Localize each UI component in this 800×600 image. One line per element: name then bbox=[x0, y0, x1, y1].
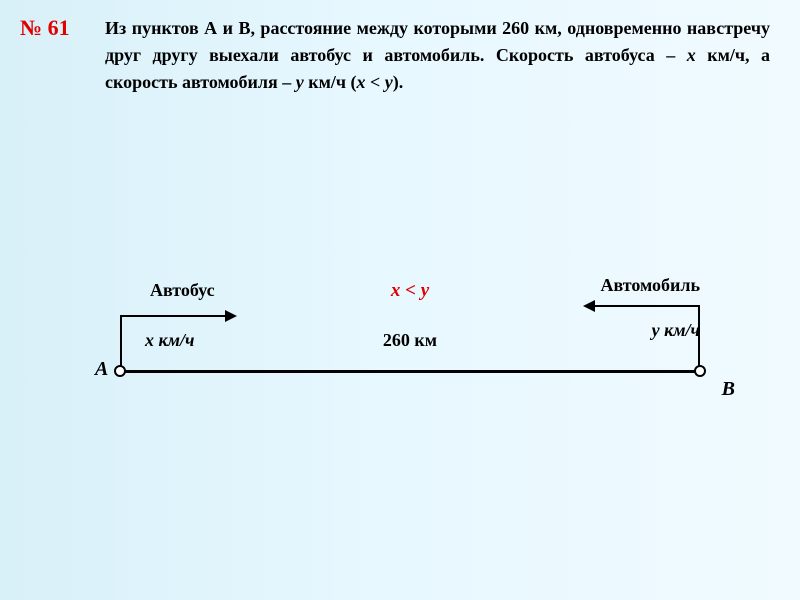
bus-speed: x км/ч bbox=[145, 330, 194, 351]
inequality-label: x < y bbox=[391, 280, 429, 302]
bus-arrow-head-icon bbox=[225, 310, 237, 322]
text-ineq: x < y bbox=[357, 72, 393, 92]
bus-arrow-vert bbox=[120, 315, 122, 369]
problem-number: № 61 bbox=[20, 15, 70, 41]
text-x: x bbox=[687, 45, 696, 65]
car-arrow-line bbox=[585, 305, 700, 307]
distance-label: 260 км bbox=[383, 330, 437, 351]
diagram-container: Автобус Автомобиль x < y x км/ч y км/ч 2… bbox=[100, 280, 720, 480]
main-line bbox=[120, 370, 700, 373]
bus-arrow-line bbox=[120, 315, 235, 317]
car-arrow bbox=[585, 305, 700, 307]
bus-arrow bbox=[120, 315, 235, 317]
text-part-3: км/ч ( bbox=[304, 72, 357, 92]
text-part-1: Из пунктов А и В, расстояние между котор… bbox=[105, 18, 770, 65]
bus-label: Автобус bbox=[150, 280, 215, 301]
text-y: y bbox=[296, 72, 304, 92]
text-part-4: ). bbox=[393, 72, 404, 92]
point-b-label: В bbox=[722, 378, 735, 401]
point-a-icon bbox=[114, 365, 126, 377]
line-container bbox=[120, 370, 700, 374]
car-label: Автомобиль bbox=[600, 275, 700, 296]
problem-text: Из пунктов А и В, расстояние между котор… bbox=[105, 15, 770, 96]
car-speed: y км/ч bbox=[652, 320, 700, 341]
point-b-icon bbox=[694, 365, 706, 377]
point-a-label: А bbox=[95, 358, 108, 381]
car-arrow-head-icon bbox=[583, 300, 595, 312]
